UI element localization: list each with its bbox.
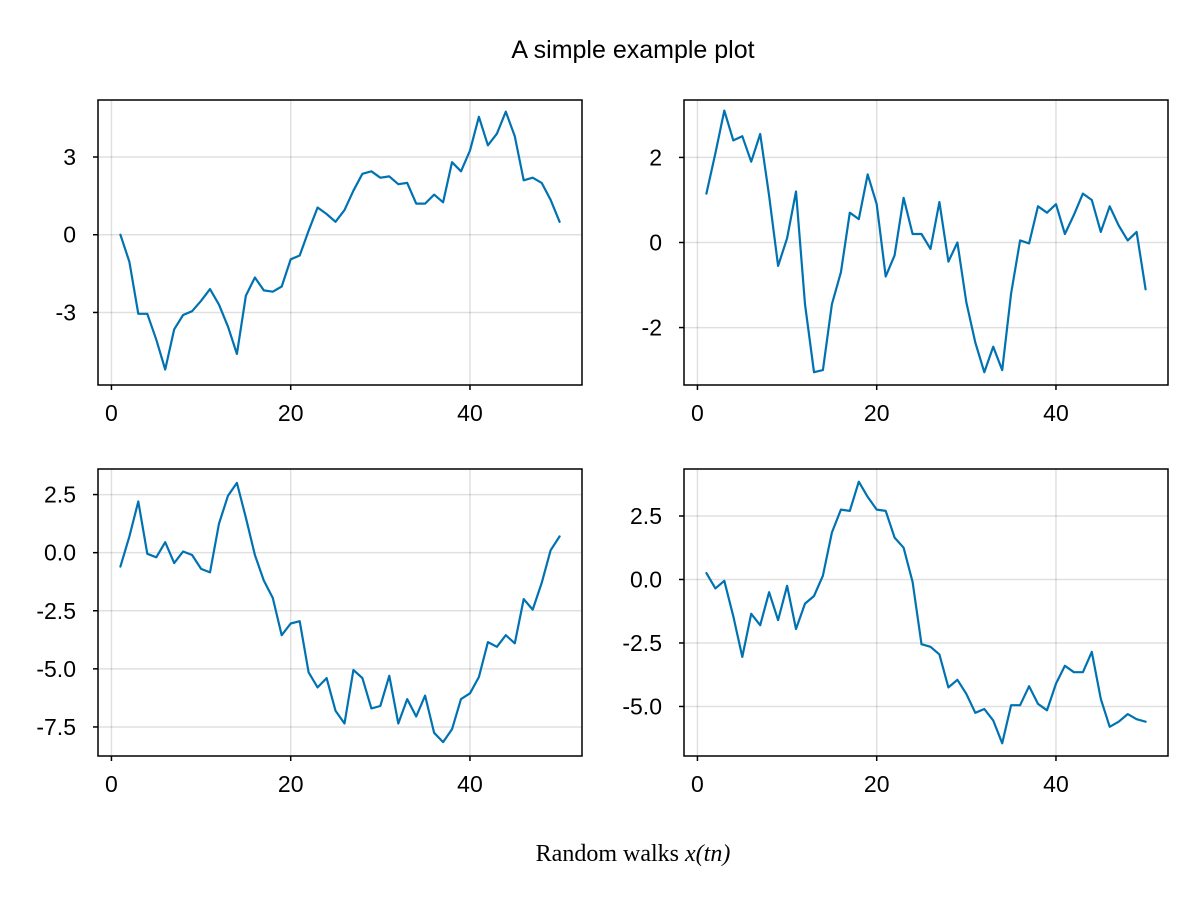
panel-1-ytick-label-2: 3: [63, 144, 76, 170]
panel-2: 0 20 40 -2 0 2: [642, 99, 1169, 426]
panel-3-xtick-label-1: 20: [278, 771, 304, 797]
panel-3-frame: [97, 468, 583, 757]
panel-4: 0 20 40 -5.0 -2.5 0.0 2.5: [622, 468, 1169, 797]
xlabel-math: x(tn): [684, 841, 730, 867]
panel-3-ytick-label-0: -7.5: [36, 714, 76, 740]
panel-1-ytick-label-0: -3: [56, 299, 76, 325]
panel-2-xtick-label-2: 40: [1043, 400, 1069, 426]
panel-2-series-line-1: [705, 109, 1147, 374]
panel-1-frame: [97, 99, 583, 386]
panel-2-ytick-label-1: 0: [649, 230, 662, 256]
panel-1: 0 20 40 -3 0 3: [56, 99, 583, 426]
panel-4-ytick-label-0: -5.0: [622, 693, 662, 719]
panel-4-ytick-label-1: -2.5: [622, 630, 662, 656]
panel-4-xtick-label-2: 40: [1043, 771, 1069, 797]
panel-1-xtick-label-0: 0: [105, 400, 118, 426]
panel-1-xtick-label-2: 40: [457, 400, 483, 426]
figure-title: A simple example plot: [511, 36, 754, 64]
panel-3-ytick-label-3: 0.0: [44, 540, 76, 566]
panel-1-series-line-1: [119, 110, 561, 371]
panel-4-frame: [683, 468, 1169, 757]
panel-3: 0 20 40 -7.5 -5.0 -2.5 0.0 2.5: [36, 468, 583, 797]
panel-2-ytick-label-2: 2: [649, 144, 662, 170]
panel-4-xtick-label-1: 20: [864, 771, 890, 797]
panel-3-ytick-label-4: 2.5: [44, 482, 76, 508]
panel-4-series-line-1: [705, 480, 1147, 745]
panel-4-ytick-label-2: 0.0: [630, 566, 662, 592]
panel-3-ytick-label-2: -2.5: [36, 598, 76, 624]
panel-2-xtick-label-1: 20: [864, 400, 890, 426]
panel-3-ytick-label-1: -5.0: [36, 656, 76, 682]
panel-2-ytick-label-0: -2: [642, 315, 662, 341]
panel-4-xtick-label-0: 0: [691, 771, 704, 797]
panel-3-xtick-label-2: 40: [457, 771, 483, 797]
panel-4-ytick-label-3: 2.5: [630, 503, 662, 529]
panel-1-ytick-label-1: 0: [63, 222, 76, 248]
xlabel-text: Random walks: [536, 841, 685, 867]
panel-2-xtick-label-0: 0: [691, 400, 704, 426]
figure-xlabel: Random walks x(tn): [536, 841, 731, 867]
panel-3-xtick-label-0: 0: [105, 771, 118, 797]
panel-3-series-line-1: [119, 481, 561, 744]
panel-1-xtick-label-1: 20: [278, 400, 304, 426]
